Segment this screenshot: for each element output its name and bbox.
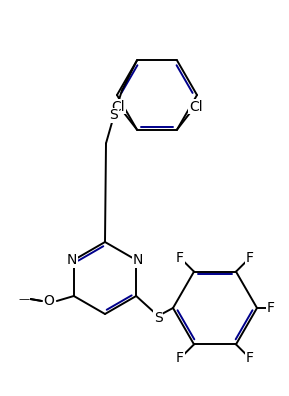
- Text: Cl: Cl: [111, 100, 125, 114]
- Text: N: N: [67, 253, 77, 267]
- Text: F: F: [246, 351, 254, 366]
- Text: N: N: [133, 253, 143, 267]
- Text: S: S: [110, 109, 118, 122]
- Text: F: F: [176, 351, 184, 366]
- Text: S: S: [154, 311, 162, 325]
- Text: F: F: [246, 251, 254, 265]
- Text: F: F: [176, 251, 184, 265]
- Text: O: O: [43, 294, 54, 308]
- Text: —: —: [18, 294, 29, 304]
- Text: Cl: Cl: [189, 100, 203, 114]
- Text: F: F: [267, 301, 275, 315]
